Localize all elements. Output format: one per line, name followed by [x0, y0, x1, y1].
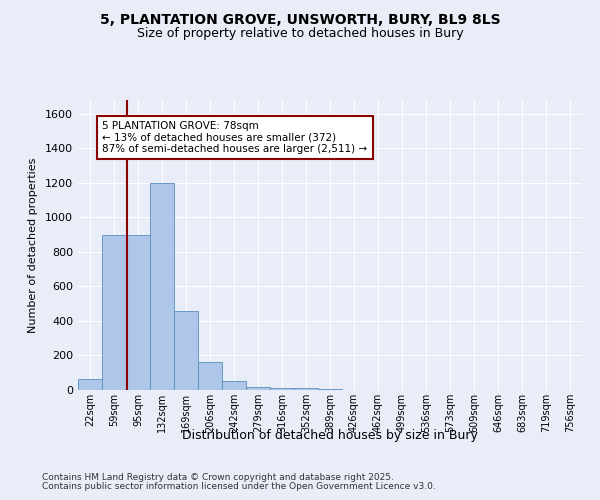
Bar: [102, 234, 126, 390]
Bar: [222, 380, 246, 390]
Bar: [198, 362, 222, 390]
Y-axis label: Number of detached properties: Number of detached properties: [28, 158, 38, 332]
Text: Contains HM Land Registry data © Crown copyright and database right 2025.: Contains HM Land Registry data © Crown c…: [42, 474, 394, 482]
Bar: [294, 388, 318, 390]
Bar: [270, 388, 294, 390]
Bar: [126, 234, 150, 390]
Text: 5, PLANTATION GROVE, UNSWORTH, BURY, BL9 8LS: 5, PLANTATION GROVE, UNSWORTH, BURY, BL9…: [100, 12, 500, 26]
Text: Distribution of detached houses by size in Bury: Distribution of detached houses by size …: [182, 430, 478, 442]
Bar: [174, 310, 198, 390]
Text: Size of property relative to detached houses in Bury: Size of property relative to detached ho…: [137, 28, 463, 40]
Text: 5 PLANTATION GROVE: 78sqm
← 13% of detached houses are smaller (372)
87% of semi: 5 PLANTATION GROVE: 78sqm ← 13% of detac…: [103, 120, 368, 154]
Bar: [78, 379, 102, 390]
Bar: [150, 183, 174, 390]
Text: Contains public sector information licensed under the Open Government Licence v3: Contains public sector information licen…: [42, 482, 436, 491]
Bar: [318, 389, 342, 390]
Bar: [246, 386, 270, 390]
